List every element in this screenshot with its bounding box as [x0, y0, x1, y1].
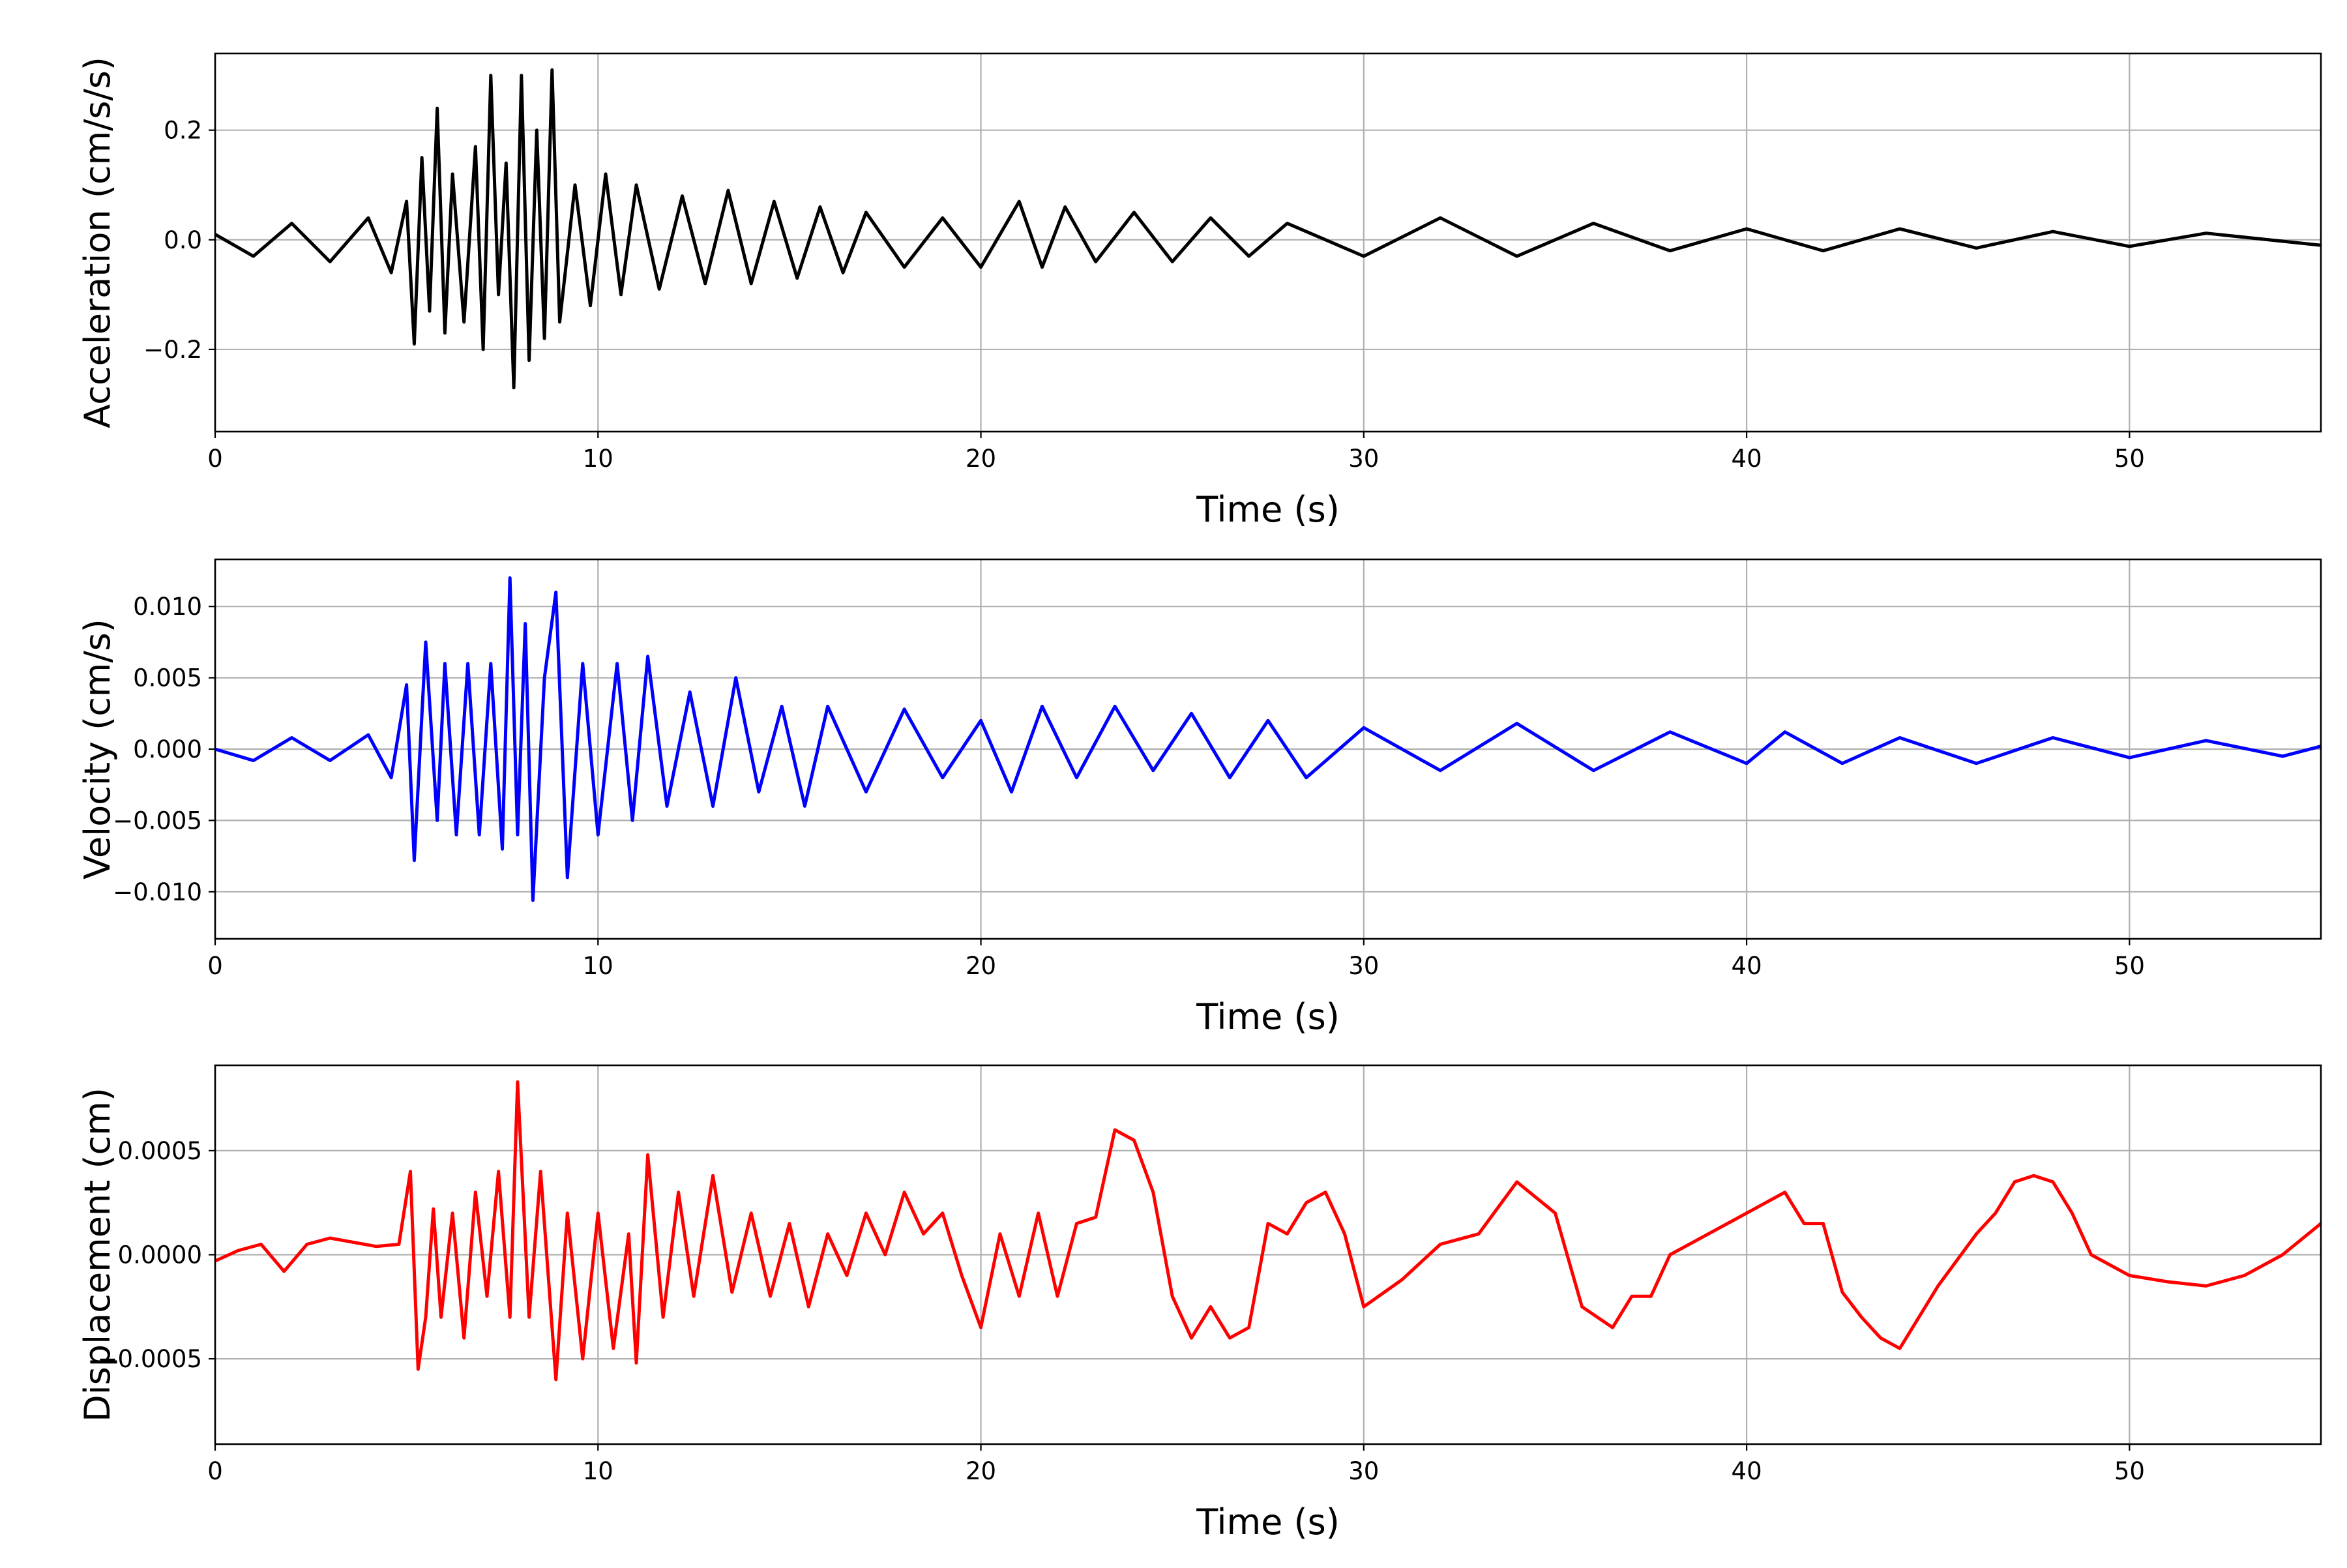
x-tick-label: 50 [2114, 952, 2145, 980]
x-tick-label: 30 [1348, 952, 1379, 980]
displacement-panel: 0 10 20 30 40 50 −0.0005 0.0000 0.0005 Time (s) Di… [77, 1064, 2322, 1543]
x-tick-label: 40 [1732, 952, 1762, 980]
x-tick-label: 40 [1732, 1457, 1762, 1485]
x-tick-label: 0 [207, 445, 223, 473]
y-tick-label: −0.2 [143, 336, 202, 364]
x-axis-label: Time (s) [1196, 1501, 1340, 1543]
x-tick-label: 10 [583, 952, 613, 980]
y-tick-label: −0.005 [113, 806, 202, 835]
y-axis-label: Velocity (cm/s) [77, 619, 118, 880]
x-tick-label: 10 [583, 1457, 613, 1485]
x-tick-label: 20 [966, 445, 996, 473]
y-tick-label: 0.0005 [118, 1137, 202, 1165]
y-tick-label: −0.010 [113, 878, 202, 906]
x-tick-label: 50 [2114, 1457, 2145, 1485]
x-axis-label: Time (s) [1196, 996, 1340, 1037]
x-tick-label: 20 [966, 1457, 996, 1485]
y-tick-label: 0.010 [133, 593, 202, 621]
y-tick-label: 0.0000 [118, 1241, 202, 1269]
displacement-series-line [214, 1080, 2322, 1382]
acceleration-series-line [214, 68, 2322, 390]
velocity-panel: 0 10 20 30 40 50 −0.010 −0.005 0.000 0.005 0.010 Ti… [77, 558, 2322, 1037]
x-tick-label: 40 [1732, 445, 1762, 473]
y-tick-label: −0.0005 [98, 1345, 202, 1373]
y-tick-label: 0.2 [164, 117, 202, 145]
x-tick-label: 30 [1348, 445, 1379, 473]
x-tick-label: 50 [2114, 445, 2145, 473]
y-tick-label: 0.000 [133, 735, 202, 763]
x-axis-label: Time (s) [1196, 489, 1340, 530]
y-axis-label: Acceleration (cm/s/s) [77, 57, 118, 428]
y-tick-label: 0.005 [133, 664, 202, 692]
acceleration-panel: 0 10 20 30 40 50 −0.2 0.0 0.2 Time (s) Acceleratio… [77, 52, 2322, 530]
axes-frame [214, 1064, 2322, 1445]
x-tick-label: 0 [207, 1457, 223, 1485]
velocity-series-line [214, 576, 2322, 902]
y-tick-label: 0.0 [164, 226, 202, 254]
x-tick-label: 10 [583, 445, 613, 473]
x-tick-label: 30 [1348, 1457, 1379, 1485]
x-tick-label: 0 [207, 952, 223, 980]
x-tick-label: 20 [966, 952, 996, 980]
y-axis-label: Displacement (cm) [77, 1087, 118, 1422]
axes-frame [214, 52, 2322, 433]
axes-frame [214, 558, 2322, 940]
